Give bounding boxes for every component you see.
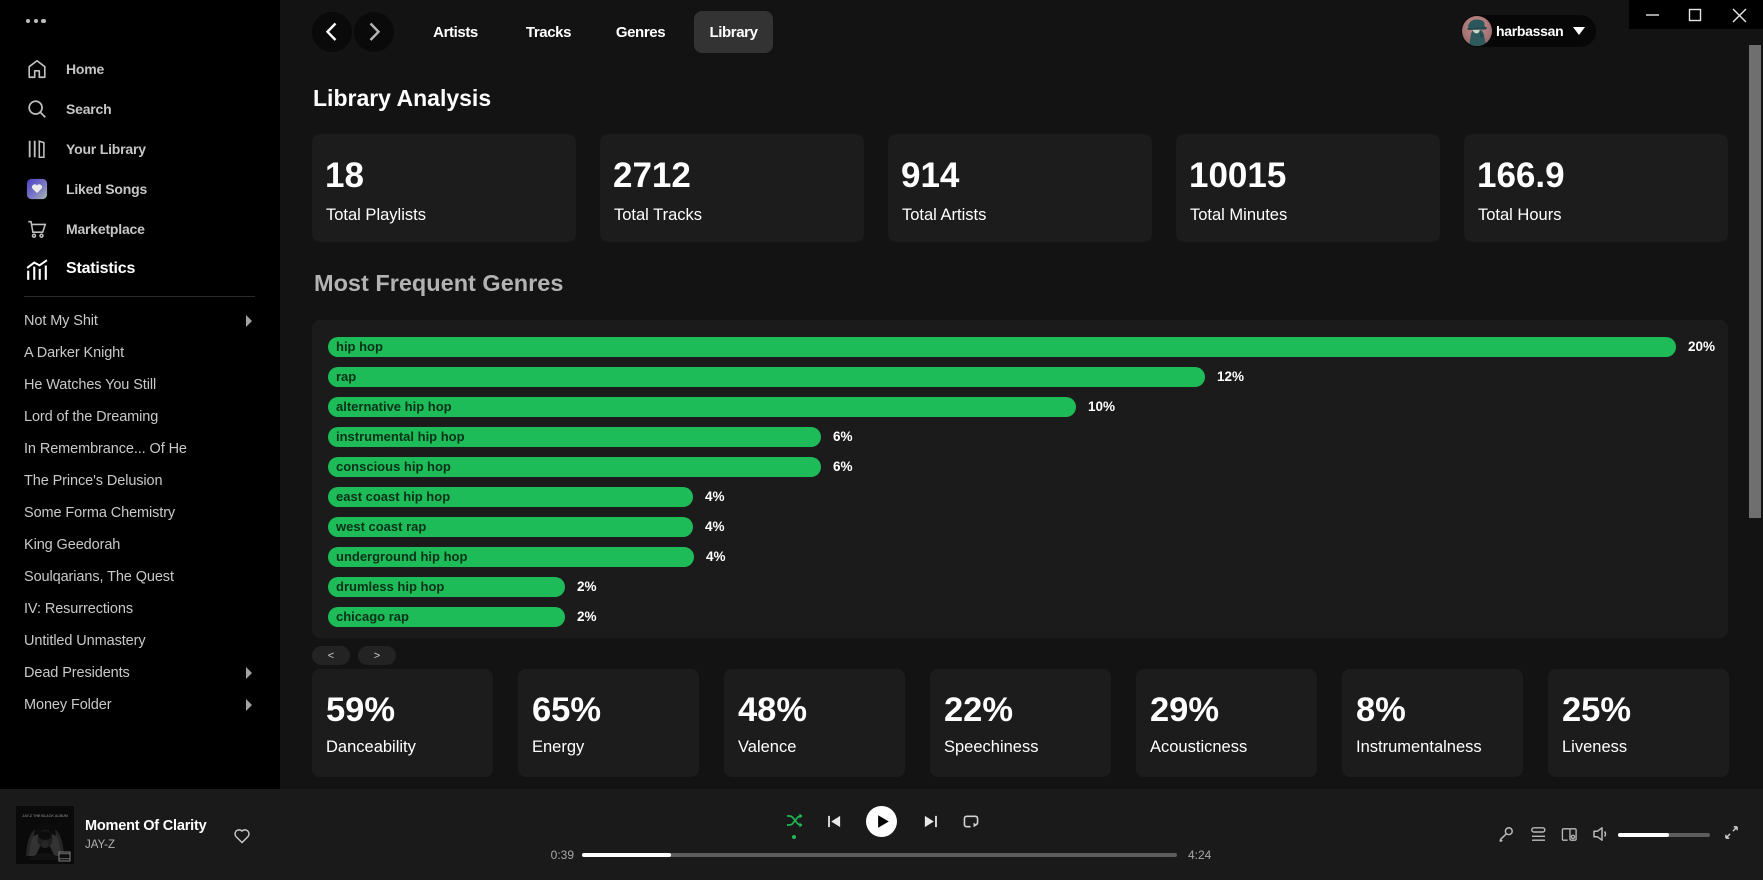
- svg-text:JAY-Z THE BLACK ALBUM: JAY-Z THE BLACK ALBUM: [22, 814, 67, 818]
